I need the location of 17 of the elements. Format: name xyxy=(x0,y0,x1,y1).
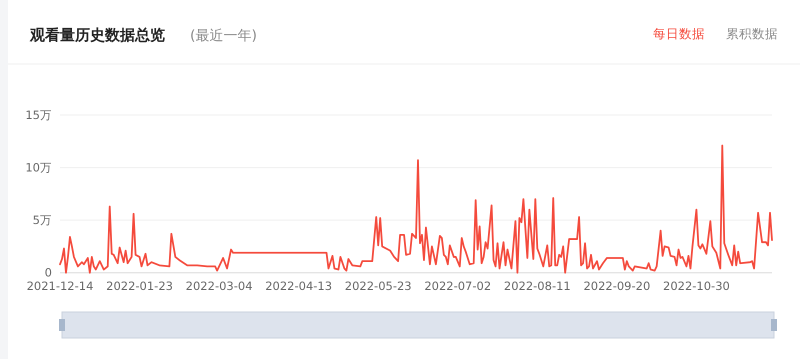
y-tick-label: 10万 xyxy=(25,160,52,175)
y-tick-label: 15万 xyxy=(25,108,52,122)
annotation: 每日数据 xyxy=(653,26,705,41)
subtitle: (最近一年) xyxy=(190,28,257,44)
x-tick-label: 2022-05-23 xyxy=(344,279,412,293)
annotation: 累积数据 xyxy=(726,26,778,41)
y-tick-label: 5万 xyxy=(32,213,52,228)
x-tick-label: 2022-03-04 xyxy=(186,279,253,293)
x-tick-label: 2022-01-23 xyxy=(106,279,173,293)
x-tick-label: 2021-12-14 xyxy=(26,279,94,293)
x-tick-label: 2022-09-20 xyxy=(583,279,650,293)
y-tick-label: 0 xyxy=(44,266,52,280)
title: 观看量历史数据总览 xyxy=(30,26,165,44)
x-tick-label: 2022-04-13 xyxy=(265,279,332,293)
x-tick-label: 2022-10-30 xyxy=(663,279,730,293)
x-tick-label: 2022-08-11 xyxy=(504,279,571,293)
x-tick-label: 2022-07-02 xyxy=(424,279,492,293)
